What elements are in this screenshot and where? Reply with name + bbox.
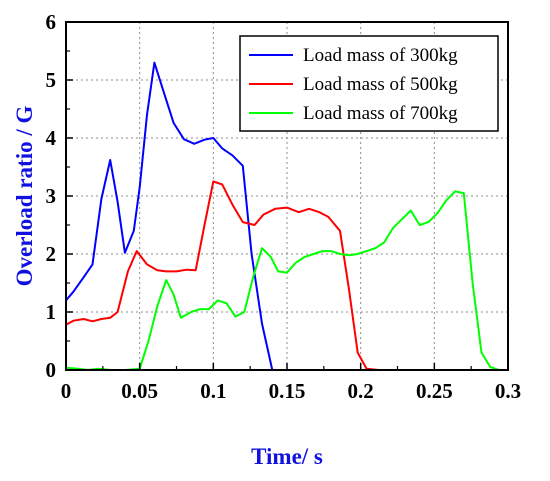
legend: Load mass of 300kg Load mass of 500kg Load… xyxy=(239,35,499,132)
x-tick-label: 0.3 xyxy=(495,379,521,403)
series-lines xyxy=(65,61,508,371)
x-tick-label: 0.05 xyxy=(121,379,158,403)
series-line-2 xyxy=(65,180,508,371)
y-tick-label: 1 xyxy=(46,300,57,324)
x-tick-label: 0 xyxy=(61,379,72,403)
x-tick-label: 0.25 xyxy=(416,379,453,403)
series-line-3 xyxy=(65,190,508,371)
legend-label: Load mass of 700kg xyxy=(303,103,458,124)
legend-label: Load mass of 300kg xyxy=(303,45,458,66)
y-axis-title: Overload ratio / G xyxy=(12,106,37,287)
y-tick-label: 0 xyxy=(46,358,57,382)
y-tick-label: 6 xyxy=(46,10,57,34)
y-tick-label: 3 xyxy=(46,184,57,208)
x-tick-label: 0.1 xyxy=(200,379,226,403)
legend-label: Load mass of 500kg xyxy=(303,74,458,95)
y-tick-label: 2 xyxy=(46,242,57,266)
y-tick-label: 5 xyxy=(46,68,57,92)
y-tick-label: 4 xyxy=(46,126,57,150)
series-line-1 xyxy=(65,61,508,371)
axis-ticks: 0 0.05 0.1 0.15 0.2 0.25 0.3 0 1 2 3 4 5 6 xyxy=(46,10,522,403)
x-tick-label: 0.2 xyxy=(348,379,374,403)
x-tick-label: 0.15 xyxy=(269,379,306,403)
x-axis-title: Time/ s xyxy=(251,444,323,469)
